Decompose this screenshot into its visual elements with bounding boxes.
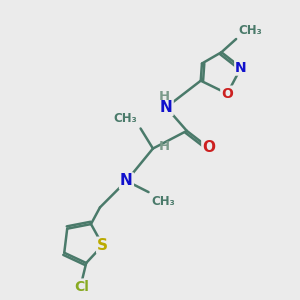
Text: CH₃: CH₃ <box>152 195 175 208</box>
Text: N: N <box>120 173 133 188</box>
Text: O: O <box>221 87 233 100</box>
Text: Cl: Cl <box>74 280 89 293</box>
Text: CH₃: CH₃ <box>113 112 137 125</box>
Text: N: N <box>160 100 172 115</box>
Text: CH₃: CH₃ <box>238 24 262 37</box>
Text: S: S <box>97 238 108 253</box>
Text: N: N <box>235 61 247 75</box>
Text: H: H <box>158 91 169 103</box>
Text: O: O <box>202 140 215 154</box>
Text: H: H <box>159 140 170 153</box>
